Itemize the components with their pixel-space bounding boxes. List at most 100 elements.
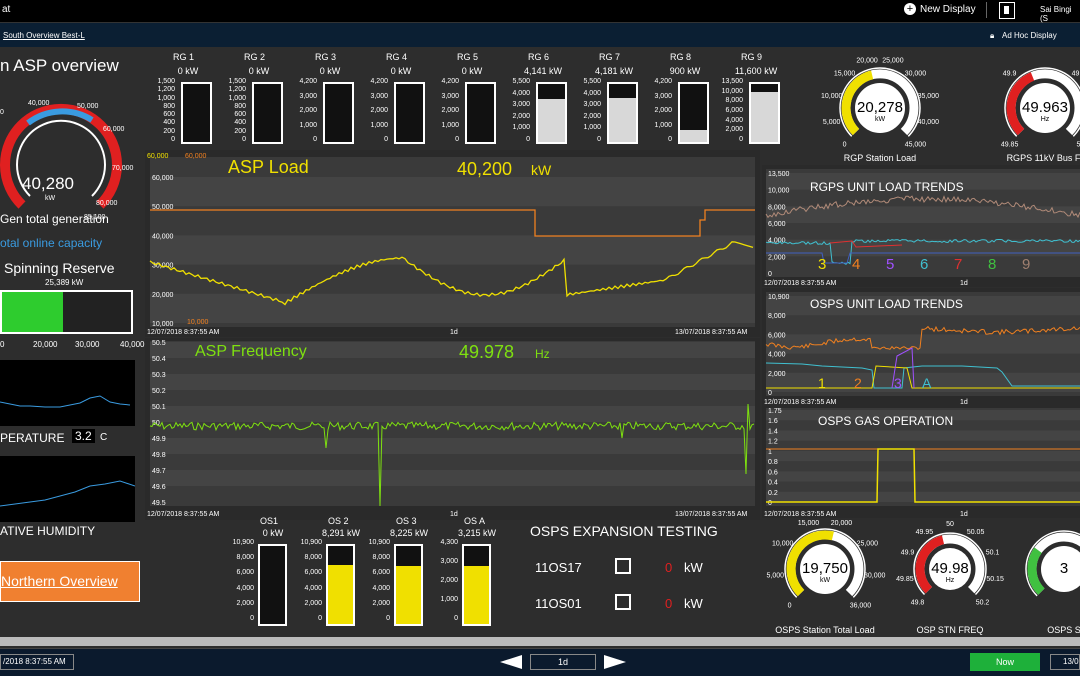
rg-tick: 2,000 — [583, 112, 601, 120]
svg-text:12/07/2018 8:37:55 AM: 12/07/2018 8:37:55 AM — [147, 329, 220, 336]
os-tick: 4,300 — [440, 539, 458, 546]
os-unit-value: 8,291 kW — [321, 528, 361, 538]
gauge-value: 40,280 — [22, 174, 74, 193]
osa-series — [765, 362, 1080, 389]
rg-tick: 3,000 — [512, 101, 530, 109]
rg-unit-value: 4,181 kW — [594, 66, 634, 76]
rg-unit-8: RG 8 900 kW 4,200 3,000 2,000 1,000 0 — [642, 48, 713, 148]
gauge-tick: 15,000 — [798, 520, 820, 527]
unit-label: 8 — [988, 256, 996, 273]
northern-overview-button[interactable]: Northern Overview — [0, 561, 140, 602]
rg-tick: 0 — [171, 136, 175, 143]
forward-arrow-icon[interactable] — [604, 655, 626, 669]
axis-tick: 50,000 — [152, 204, 174, 211]
rg-unit-name: RG 9 — [741, 52, 763, 62]
axis-tick: 6,000 — [768, 221, 786, 228]
rg-tick: 1,200 — [157, 86, 175, 94]
os-tick: 3,000 — [440, 558, 458, 565]
rg-unit-value: 0 kW — [461, 66, 483, 76]
rg-unit-name: RG 6 — [528, 52, 550, 62]
axis-tick: 49.5 — [152, 500, 166, 507]
rg-tick: 10,000 — [721, 87, 743, 95]
test-row-checkbox[interactable] — [615, 558, 631, 574]
axis-tick: 60,000 — [152, 175, 174, 182]
unit-label: 5 — [886, 256, 894, 273]
rg-tick: 2,000 — [725, 126, 743, 134]
right-top-gauges: 0 5,000 10,000 15,000 20,000 25,000 30,000 35,0… — [762, 48, 1080, 164]
axis-tick: 49.8 — [152, 452, 166, 459]
gauge-value: 19,750 — [802, 560, 848, 577]
plus-icon[interactable]: + — [904, 3, 916, 15]
os-tick: 2,000 — [236, 599, 254, 607]
rg-unit-ticks: 1,500 1,200 1,000 800 600 400 200 0 — [145, 78, 175, 143]
os-unit-bar — [394, 544, 423, 626]
breadcrumb[interactable]: South Overview Best-L — [3, 31, 85, 40]
gauge-tick: 25,000 — [882, 58, 904, 65]
load-orange-series — [150, 209, 755, 237]
os-tick: 6,000 — [372, 569, 390, 577]
rg-tick: 2,000 — [512, 112, 530, 120]
user-name[interactable]: Sai Bingi (S — [1040, 5, 1072, 23]
test-row-value: 0 — [665, 596, 673, 611]
back-arrow-icon[interactable] — [500, 655, 522, 669]
gauge-tick: 50.1 — [986, 549, 1000, 556]
osps-expansion-title: OSPS EXPANSION TESTING — [530, 523, 718, 539]
rg-tick: 1,000 — [228, 94, 246, 102]
os-unit-value: 3,215 kW — [457, 528, 497, 538]
gauge-tick: 30,000 — [864, 573, 886, 580]
now-button[interactable]: Now — [970, 653, 1040, 671]
rg-tick: 4,200 — [441, 78, 459, 85]
unit-label: 9 — [1022, 256, 1030, 273]
rg-unit-name: RG 4 — [386, 52, 408, 62]
os-unit-ticks: 10,900 8,000 6,000 4,000 2,000 0 — [220, 539, 254, 622]
gauge-unit: kW — [820, 577, 831, 584]
os-tick: 0 — [386, 615, 390, 622]
os-unit-3: OS A 3,215 kW 4,300 3,000 2,000 1,000 0 — [424, 514, 496, 634]
axis-tick: 50.3 — [152, 372, 166, 379]
svg-text:1d: 1d — [450, 511, 458, 518]
start-time-field[interactable]: /2018 8:37:55 AM — [0, 654, 74, 670]
ad-hoc-display-button[interactable]: Ad Hoc Display — [1002, 31, 1057, 40]
os-tick: 2,000 — [304, 599, 322, 607]
horizontal-scrollbar[interactable] — [0, 637, 1080, 646]
gauge-unit: kW — [45, 195, 56, 202]
temperature-label: PERATURE — [0, 431, 65, 445]
asp-load-value: 40,200 — [457, 159, 512, 179]
rg-unit-ticks: 4,200 3,000 2,000 1,000 0 — [429, 78, 459, 143]
rg-unit-ticks: 4,200 3,000 2,000 1,000 0 — [358, 78, 388, 143]
test-row-unit: kW — [684, 560, 703, 575]
axis-tick: 49.7 — [152, 468, 166, 475]
gauge-tick: 60,000 — [103, 126, 125, 133]
display-toggle-icon[interactable] — [999, 2, 1015, 19]
test-row-checkbox[interactable] — [615, 594, 631, 610]
gauge-tick: 0 — [788, 602, 792, 609]
rg-tick: 3,000 — [299, 92, 317, 100]
osps-trends-panel: 10,900 8,000 6,000 4,000 2,000 0 OSPS UNIT LO… — [762, 288, 1080, 406]
rg-unit-name: RG 3 — [315, 52, 337, 62]
period-field[interactable]: 1d — [530, 654, 596, 670]
os-units-row: OS1 0 kW 10,900 8,000 6,000 4,000 2,000 0 OS 2 8,… — [220, 514, 500, 634]
axis-tick: 13,500 — [768, 171, 790, 178]
gauge-tick: 50 — [1077, 141, 1080, 148]
svg-text:12/07/2018 8:37:55 AM: 12/07/2018 8:37:55 AM — [147, 511, 220, 518]
asp-frequency-value: 49.978 — [459, 342, 514, 362]
gauge-tick: 50.15 — [986, 576, 1004, 583]
rg-unit-value: 0 kW — [177, 66, 199, 76]
os-tick: 2,000 — [372, 599, 390, 607]
axis-tick: 1 — [768, 449, 772, 456]
gauge-arc — [1006, 72, 1035, 136]
end-time-field[interactable]: 13/0 — [1050, 654, 1080, 670]
gas-yellow-series — [766, 448, 1080, 503]
rg-unit-ticks: 4,200 3,000 2,000 1,000 0 — [642, 78, 672, 143]
new-display-button[interactable]: New Display — [920, 4, 976, 15]
rg-unit-bar — [607, 82, 638, 144]
svg-text:60,000: 60,000 — [185, 153, 207, 160]
unit-label: 1 — [818, 375, 826, 391]
gauge-label: RGPS 11kV Bus Fr — [1007, 153, 1080, 163]
os-unit-ticks: 4,300 3,000 2,000 1,000 0 — [424, 539, 458, 622]
axis-tick: 0.6 — [768, 469, 778, 476]
sub-bar: South Overview Best-L 🔒︎ Ad Hoc Display — [0, 23, 1080, 47]
asp-frequency-panel: 50.5 50.4 50.3 50.2 50.1 50 49.9 49.8 49.7 49.6 49… — [145, 338, 760, 520]
